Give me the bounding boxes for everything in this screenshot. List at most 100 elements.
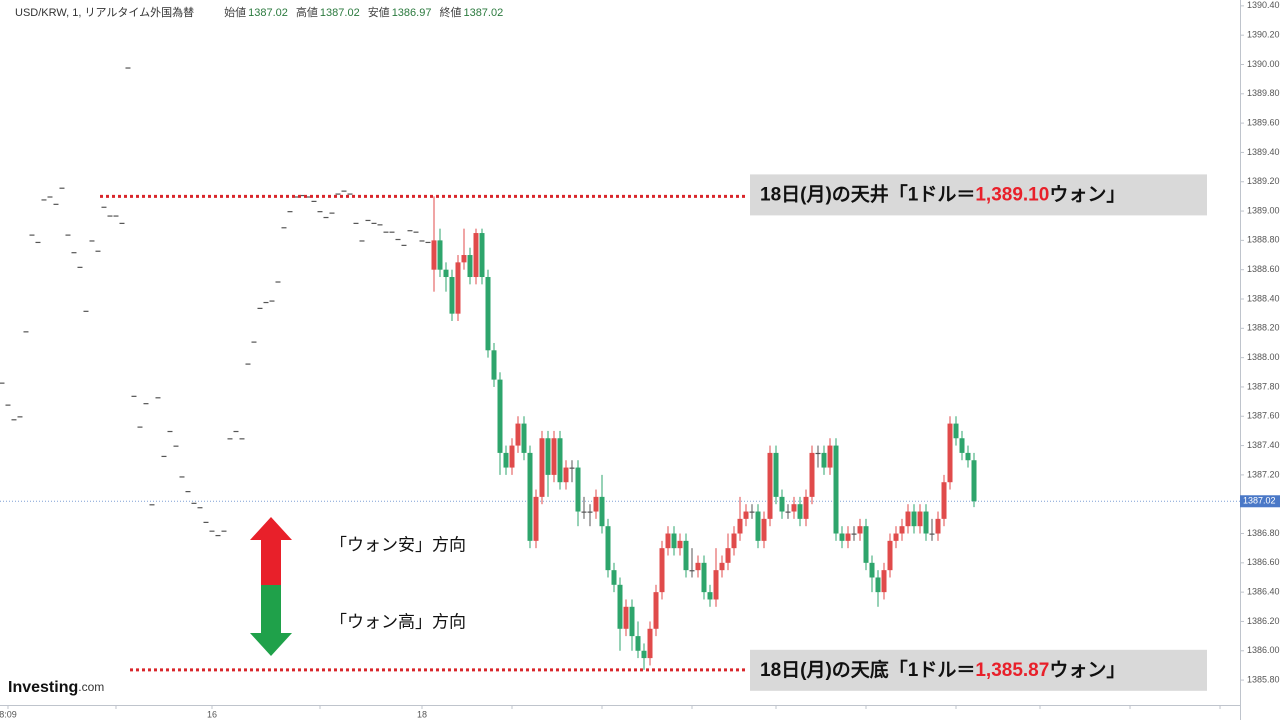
candle-body <box>911 511 917 527</box>
candle-body <box>875 577 881 593</box>
candle-body <box>719 562 725 571</box>
candle-body <box>167 430 173 433</box>
candle-body <box>71 252 77 254</box>
candle-body <box>905 511 911 527</box>
candle-body <box>731 533 737 549</box>
level-box <box>750 174 1207 216</box>
candle-body <box>701 562 707 593</box>
y-tick-label: 1386.40 <box>1247 587 1280 597</box>
candle-body <box>245 363 251 365</box>
candle-body <box>23 331 29 333</box>
candle-body <box>323 216 329 219</box>
candle-body <box>563 467 569 483</box>
candle-body <box>341 190 347 192</box>
candle-body <box>617 584 623 629</box>
candle-body <box>725 548 731 563</box>
candle-body <box>881 570 887 593</box>
candle-body <box>941 482 947 519</box>
candle-body <box>227 438 233 440</box>
candle-body <box>317 211 323 213</box>
candle-body <box>623 606 629 629</box>
candle-body <box>971 460 977 502</box>
level-value: 1,385.87 <box>975 660 1049 681</box>
level-label: 18日(月)の天井「1ドル＝1,389.10ウォン」 <box>760 182 1125 205</box>
candle-body <box>785 511 791 513</box>
candle-body <box>35 241 41 244</box>
candle-body <box>359 240 365 242</box>
y-tick-label: 1390.20 <box>1247 30 1280 40</box>
candle-body <box>797 504 803 519</box>
y-tick-label: 1387.80 <box>1247 381 1280 391</box>
candle-body <box>431 240 437 270</box>
candle-body <box>485 277 491 351</box>
y-tick-label: 1387.40 <box>1247 440 1280 450</box>
candle-body <box>47 196 53 198</box>
candle-body <box>551 438 557 475</box>
candle-body <box>587 511 593 513</box>
y-tick-label: 1388.00 <box>1247 352 1280 362</box>
arrow-label-up: 「ウォン安」方向 <box>330 535 466 554</box>
candle-body <box>305 196 311 198</box>
candle-body <box>377 224 383 226</box>
candle-body <box>749 511 755 513</box>
candle-body <box>437 240 443 270</box>
candle-body <box>851 533 857 535</box>
y-tick-label: 1386.00 <box>1247 645 1280 655</box>
candle-body <box>467 255 473 278</box>
candle-body <box>203 521 209 523</box>
candle-body <box>233 430 239 433</box>
candle-body <box>947 423 953 483</box>
candle-body <box>557 438 563 483</box>
candle-body <box>887 540 893 571</box>
candle-body <box>893 533 899 541</box>
candle-body <box>17 416 23 418</box>
candle-body <box>269 300 275 302</box>
candle-body <box>287 211 293 213</box>
y-tick-label: 1389.20 <box>1247 176 1280 186</box>
candle-body <box>743 511 749 519</box>
y-tick-label: 1390.00 <box>1247 59 1280 69</box>
y-tick-label: 1388.20 <box>1247 323 1280 333</box>
candle-body <box>371 222 377 224</box>
candle-body <box>761 518 767 541</box>
candle-body <box>443 269 449 278</box>
candle-body <box>185 491 191 493</box>
level-value: 1,389.10 <box>975 184 1049 205</box>
down-arrow <box>250 585 292 656</box>
candle-body <box>845 533 851 541</box>
candle-body <box>659 548 665 593</box>
candle-body <box>335 193 341 195</box>
candle-body <box>857 526 863 534</box>
candle-body <box>419 240 425 242</box>
candle-body <box>803 496 809 519</box>
candle-body <box>593 496 599 512</box>
x-tick-label: 18 <box>417 709 427 719</box>
candle-body <box>545 438 551 475</box>
candle-body <box>83 310 89 312</box>
candle-body <box>605 526 611 571</box>
candle-body <box>863 526 869 563</box>
symbol: USD/KRW, 1, リアルタイム外国為替 <box>15 5 194 19</box>
x-tick-label: 16 <box>207 709 217 719</box>
candle-body <box>215 534 221 537</box>
candle-body <box>95 250 101 252</box>
level-suffix: ウォン」 <box>1049 659 1125 681</box>
y-tick-label: 1387.20 <box>1247 469 1280 479</box>
candle-body <box>449 277 455 314</box>
candle-body <box>221 530 227 532</box>
candle-body <box>395 238 401 241</box>
ohlc-name: 終値 <box>439 5 461 19</box>
candle-body <box>581 511 587 513</box>
candle-body <box>779 496 785 512</box>
y-tick-label: 1389.60 <box>1247 117 1280 127</box>
y-tick-label: 1389.80 <box>1247 88 1280 98</box>
candle-body <box>209 530 215 532</box>
x-tick-label: 8:09 <box>0 709 17 719</box>
candle-body <box>689 570 695 572</box>
candle-body <box>0 382 5 384</box>
y-tick-label: 1389.40 <box>1247 147 1280 157</box>
candle-body <box>479 233 485 278</box>
candle-body <box>695 562 701 571</box>
candle-body <box>401 244 407 246</box>
